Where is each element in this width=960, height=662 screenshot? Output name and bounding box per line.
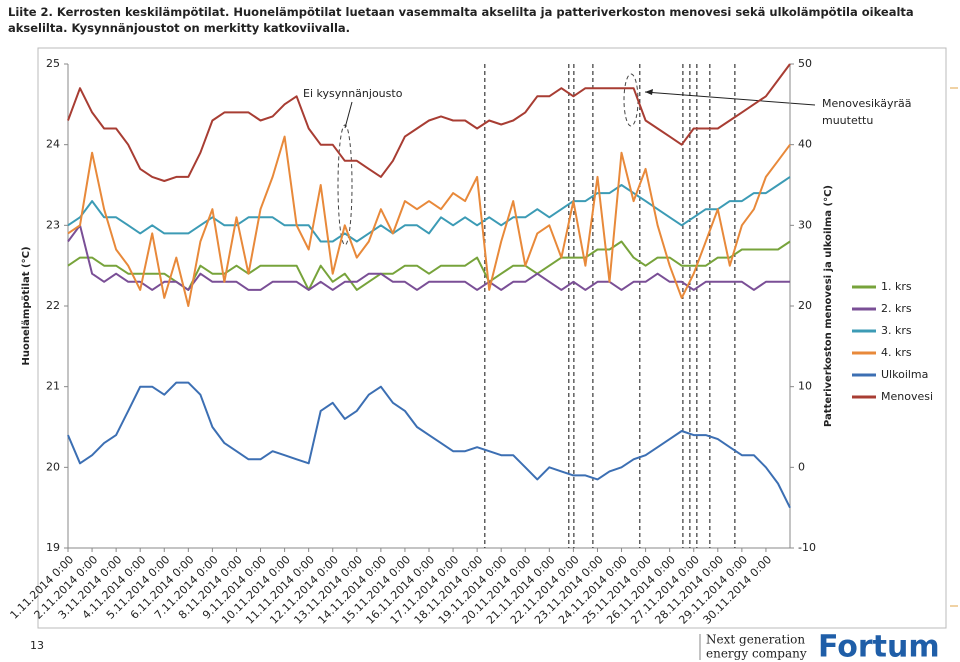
y-tick-label: 21 (46, 380, 60, 393)
y-tick-label: 23 (46, 218, 60, 231)
tagline: energy company (706, 647, 807, 661)
series-line (67, 63, 791, 182)
series-line (67, 176, 791, 243)
legend-label: 1. krs (881, 280, 912, 293)
y-tick-label: 22 (46, 299, 60, 312)
y-tick-label: 25 (46, 57, 60, 70)
y2-tick-label: 10 (798, 380, 812, 393)
chart-frame (37, 47, 947, 629)
annotation: Ei kysynnänjousto (303, 87, 403, 100)
annotation: muutettu (822, 114, 873, 127)
legend-label: 2. krs (881, 302, 912, 315)
annotation-arrow (644, 91, 816, 106)
y-tick-label: 20 (46, 460, 60, 473)
y2-tick-label: 20 (798, 299, 812, 312)
page-number: 13 (30, 639, 44, 652)
y2-tick-label: 30 (798, 218, 812, 231)
chart-title: Liite 2. Kerrosten keskilämpötilat. Huon… (8, 5, 914, 35)
y-axis-label: Huonelämpötilat (°C) (21, 246, 32, 365)
tagline: Next generation (706, 633, 805, 647)
legend-label: 4. krs (881, 346, 912, 359)
y2-tick-label: -10 (798, 541, 816, 554)
y2-axis-label: Patteriverkoston menovesi ja ulkoilma (°… (823, 185, 834, 427)
y-tick-label: 19 (46, 541, 60, 554)
y2-tick-label: 50 (798, 57, 812, 70)
y2-tick-label: 40 (798, 138, 812, 151)
legend-label: 3. krs (881, 324, 912, 337)
annotation-arrow (344, 101, 353, 129)
highlight (337, 124, 353, 246)
arrow-head (645, 89, 653, 95)
brand: Fortum (818, 630, 940, 662)
y-tick-label: 24 (46, 138, 60, 151)
legend-label: Ulkoilma (881, 368, 928, 381)
y2-tick-label: 0 (798, 460, 805, 473)
highlight (623, 73, 639, 127)
annotation: Menovesikäyrää (822, 97, 911, 110)
legend-label: Menovesi (881, 390, 933, 403)
series-line (67, 135, 791, 307)
series-line (67, 381, 791, 509)
series-line (67, 224, 790, 291)
